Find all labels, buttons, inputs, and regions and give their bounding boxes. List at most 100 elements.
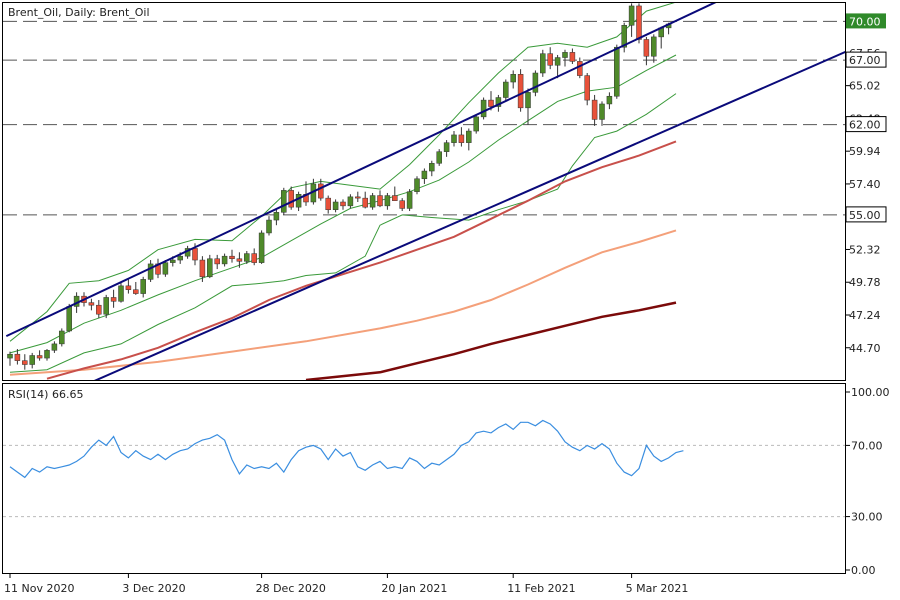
candle[interactable] (51, 341, 58, 353)
candle[interactable] (325, 195, 331, 214)
candle[interactable] (369, 192, 376, 210)
candle[interactable] (532, 70, 539, 97)
candle[interactable] (503, 79, 509, 102)
candle[interactable] (554, 54, 561, 79)
candle[interactable] (362, 191, 368, 209)
candle[interactable] (332, 199, 339, 213)
candle[interactable] (384, 192, 391, 210)
candle-body (244, 253, 250, 262)
price-tick-label: 44.70 (849, 342, 881, 355)
candle[interactable] (207, 254, 213, 279)
candle[interactable] (591, 94, 598, 126)
candle[interactable] (614, 44, 620, 99)
candle[interactable] (133, 281, 139, 295)
candle[interactable] (577, 57, 583, 79)
candle[interactable] (473, 114, 479, 134)
candle[interactable] (214, 254, 220, 270)
candle-body (214, 258, 220, 265)
candle[interactable] (569, 48, 576, 64)
candle[interactable] (355, 191, 361, 202)
candle[interactable] (14, 349, 21, 365)
channel-line-lower[interactable] (88, 24, 900, 384)
candle[interactable] (562, 49, 568, 67)
candle[interactable] (266, 216, 272, 236)
candle[interactable] (140, 276, 146, 298)
candle[interactable] (29, 352, 35, 369)
candle[interactable] (244, 251, 250, 264)
candle[interactable] (480, 97, 487, 120)
candle[interactable] (59, 328, 65, 347)
candle[interactable] (540, 49, 546, 77)
candle[interactable] (125, 279, 132, 294)
candle[interactable] (162, 260, 169, 277)
level-price-label: 67.00 (845, 51, 887, 68)
moving-average-mid-line (9, 229, 677, 376)
price-tick-label: 49.78 (849, 276, 881, 289)
candle-body (221, 255, 228, 265)
candle[interactable] (236, 252, 243, 268)
candle[interactable] (399, 198, 405, 212)
candle[interactable] (103, 294, 109, 319)
candle-body (414, 178, 420, 192)
candle-body (273, 212, 280, 221)
candle[interactable] (258, 230, 265, 264)
candle[interactable] (377, 190, 383, 208)
candle[interactable] (281, 187, 287, 215)
candle[interactable] (525, 88, 531, 125)
channel-line-upper[interactable] (5, 0, 724, 338)
candle[interactable] (221, 253, 228, 267)
candle[interactable] (7, 351, 13, 366)
candle-body (140, 279, 146, 294)
candle[interactable] (651, 34, 657, 63)
candle[interactable] (451, 131, 457, 147)
candle[interactable] (599, 101, 605, 126)
candle[interactable] (147, 260, 154, 282)
candle[interactable] (392, 186, 398, 201)
candle[interactable] (621, 22, 627, 53)
candle[interactable] (88, 298, 95, 311)
candle-body (51, 343, 58, 351)
candle[interactable] (199, 256, 206, 282)
candle[interactable] (273, 209, 280, 226)
candle[interactable] (643, 36, 650, 66)
candle[interactable] (628, 3, 635, 37)
candle[interactable] (466, 128, 472, 151)
candle[interactable] (96, 300, 102, 319)
candle[interactable] (110, 289, 117, 308)
candle[interactable] (547, 47, 553, 70)
candle[interactable] (584, 73, 590, 106)
candle[interactable] (288, 186, 294, 210)
candle[interactable] (436, 149, 442, 166)
candle[interactable] (421, 168, 428, 184)
candle-body (29, 355, 35, 365)
candle[interactable] (229, 249, 235, 263)
chart-title: Brent_Oil, Daily: Brent_Oil (8, 6, 150, 19)
candle-body (177, 255, 183, 261)
candle-body (636, 5, 642, 40)
candle[interactable] (636, 3, 642, 44)
candle[interactable] (44, 349, 50, 361)
candle[interactable] (606, 92, 613, 110)
candle[interactable] (458, 127, 465, 147)
candle[interactable] (36, 350, 43, 361)
candle[interactable] (340, 199, 346, 210)
candle[interactable] (251, 248, 257, 266)
candle-body (147, 263, 154, 280)
price-tick-label: 47.24 (849, 309, 881, 322)
candle[interactable] (443, 140, 450, 157)
candle[interactable] (22, 354, 28, 370)
bollinger-upper-line (9, 3, 675, 342)
candle[interactable] (658, 26, 664, 49)
candle[interactable] (510, 70, 516, 89)
candle[interactable] (295, 191, 302, 212)
candle[interactable] (495, 94, 502, 112)
candle[interactable] (347, 194, 354, 209)
candle[interactable] (406, 189, 413, 212)
candle[interactable] (414, 176, 420, 195)
candle[interactable] (318, 178, 324, 201)
candle[interactable] (517, 69, 524, 112)
candle[interactable] (429, 160, 435, 177)
candle[interactable] (155, 258, 161, 279)
candle[interactable] (118, 281, 124, 303)
